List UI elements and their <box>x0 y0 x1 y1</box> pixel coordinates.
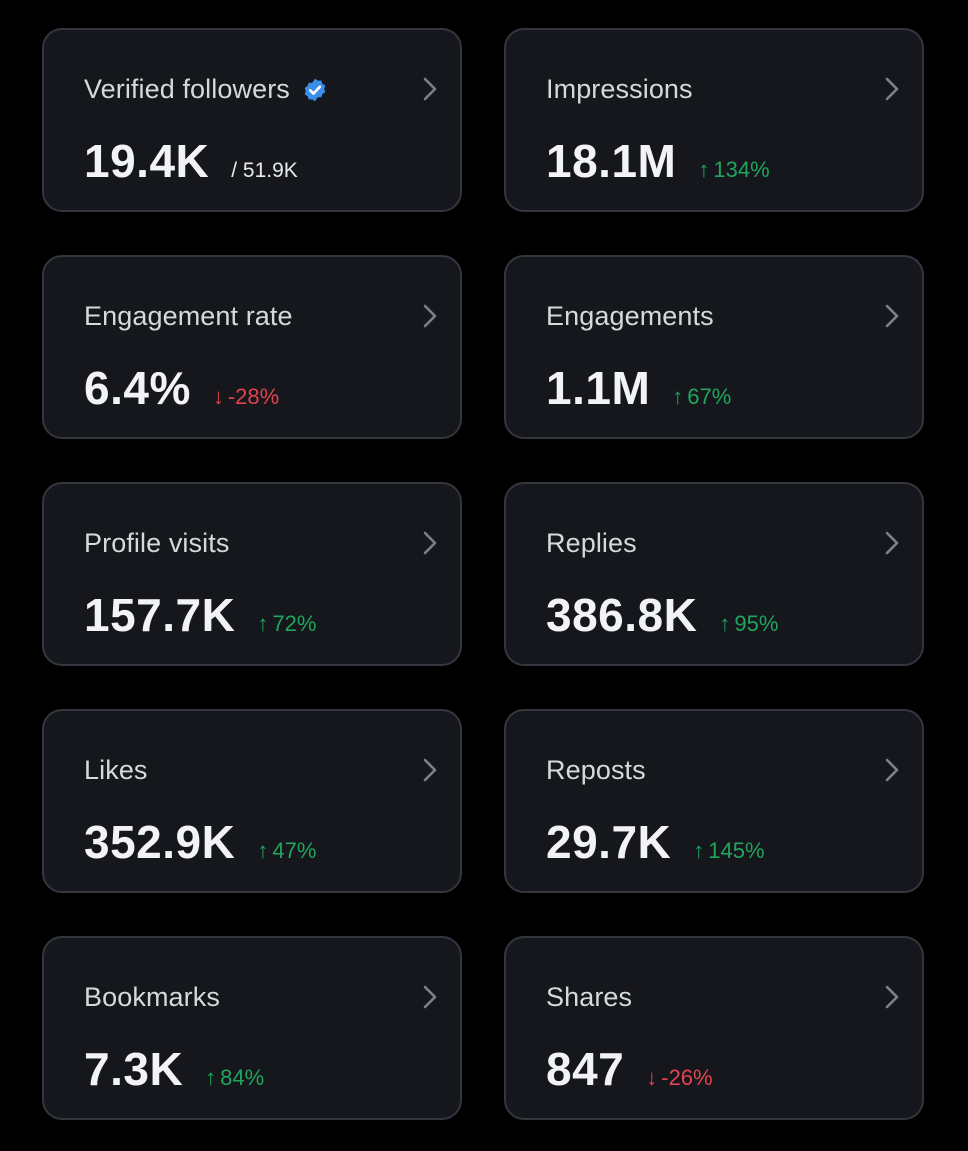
metric-label-row: Reposts <box>546 753 646 787</box>
metric-value: 7.3K <box>84 1043 184 1095</box>
metric-change: ↑ 145% <box>693 838 764 864</box>
chevron-right-icon <box>885 758 899 782</box>
verified-badge-icon <box>304 78 326 102</box>
metric-change-value: 95% <box>734 611 779 636</box>
metric-value-row: 352.9K ↑ 47% <box>84 815 316 869</box>
metric-change: ↑ 134% <box>698 157 769 183</box>
metric-value-row: 7.3K ↑ 84% <box>84 1042 264 1096</box>
metric-value: 6.4% <box>84 362 191 414</box>
arrow-up-icon: ↑ <box>257 611 269 636</box>
metric-label-row: Shares <box>546 980 632 1014</box>
arrow-up-icon: ↑ <box>698 157 710 182</box>
metric-value: 19.4K <box>84 135 210 187</box>
metric-change: ↓ -26% <box>646 1065 712 1091</box>
metric-label-row: Verified followers <box>84 72 328 106</box>
metric-value-row: 19.4K / 51.9K <box>84 134 298 188</box>
metric-change-value: 72% <box>272 611 317 636</box>
chevron-right-icon <box>885 985 899 1009</box>
metric-value-row: 157.7K ↑ 72% <box>84 588 316 642</box>
metric-card-profile-visits[interactable]: Profile visits 157.7K ↑ 72% <box>42 482 462 666</box>
metric-value: 386.8K <box>546 589 698 641</box>
metric-label: Engagement rate <box>84 300 293 331</box>
metric-value: 352.9K <box>84 816 236 868</box>
metric-value: 847 <box>546 1043 625 1095</box>
metric-change-value: 84% <box>220 1065 265 1090</box>
metric-value-row: 847 ↓ -26% <box>546 1042 713 1096</box>
arrow-up-icon: ↑ <box>257 838 269 863</box>
metric-label-row: Engagements <box>546 299 714 333</box>
arrow-down-icon: ↓ <box>212 384 224 409</box>
arrow-up-icon: ↑ <box>672 384 684 409</box>
metric-card-shares[interactable]: Shares 847 ↓ -26% <box>504 936 924 1120</box>
chevron-right-icon <box>423 758 437 782</box>
metric-value-row: 1.1M ↑ 67% <box>546 361 731 415</box>
metric-label: Replies <box>546 527 637 558</box>
metric-label-row: Bookmarks <box>84 980 220 1014</box>
metric-label: Bookmarks <box>84 981 220 1012</box>
metric-label-row: Replies <box>546 526 637 560</box>
metric-label: Likes <box>84 754 148 785</box>
metric-change-value: 145% <box>708 838 765 863</box>
metric-value: 1.1M <box>546 362 651 414</box>
metric-change-value: -28% <box>227 384 280 409</box>
metric-label-row: Profile visits <box>84 526 229 560</box>
metric-change-value: 134% <box>713 157 770 182</box>
metric-value: 18.1M <box>546 135 677 187</box>
chevron-right-icon <box>885 304 899 328</box>
metric-label: Engagements <box>546 300 714 331</box>
metric-card-engagement-rate[interactable]: Engagement rate 6.4% ↓ -28% <box>42 255 462 439</box>
chevron-right-icon <box>423 304 437 328</box>
metric-change: ↓ -28% <box>213 384 279 410</box>
metric-label-row: Likes <box>84 753 148 787</box>
metric-change: ↑ 67% <box>672 384 731 410</box>
chevron-right-icon <box>423 77 437 101</box>
metric-value: 157.7K <box>84 589 236 641</box>
arrow-up-icon: ↑ <box>719 611 731 636</box>
metric-total: / 51.9K <box>231 159 298 182</box>
metric-value-row: 6.4% ↓ -28% <box>84 361 279 415</box>
metric-value: 29.7K <box>546 816 672 868</box>
arrow-up-icon: ↑ <box>693 838 705 863</box>
metric-change: ↑ 84% <box>205 1065 264 1091</box>
metric-value-row: 18.1M ↑ 134% <box>546 134 770 188</box>
metric-card-bookmarks[interactable]: Bookmarks 7.3K ↑ 84% <box>42 936 462 1120</box>
metric-change-value: 67% <box>687 384 732 409</box>
metric-change: ↑ 72% <box>257 611 316 637</box>
metric-change-value: -26% <box>661 1065 713 1090</box>
metric-change-value: 47% <box>272 838 317 863</box>
metric-card-replies[interactable]: Replies 386.8K ↑ 95% <box>504 482 924 666</box>
metric-change: ↑ 95% <box>719 611 778 637</box>
metric-label: Impressions <box>546 73 693 104</box>
arrow-up-icon: ↑ <box>205 1065 217 1090</box>
chevron-right-icon <box>423 985 437 1009</box>
chevron-right-icon <box>423 531 437 555</box>
metric-card-impressions[interactable]: Impressions 18.1M ↑ 134% <box>504 28 924 212</box>
metric-label: Profile visits <box>84 527 230 558</box>
metric-card-engagements[interactable]: Engagements 1.1M ↑ 67% <box>504 255 924 439</box>
metric-label: Reposts <box>546 754 646 785</box>
metric-change: ↑ 47% <box>257 838 316 864</box>
metric-card-reposts[interactable]: Reposts 29.7K ↑ 145% <box>504 709 924 893</box>
metric-value-row: 29.7K ↑ 145% <box>546 815 765 869</box>
metric-label-row: Engagement rate <box>84 299 293 333</box>
metric-label-row: Impressions <box>546 72 693 106</box>
chevron-right-icon <box>885 77 899 101</box>
metric-value-row: 386.8K ↑ 95% <box>546 588 778 642</box>
metric-card-verified-followers[interactable]: Verified followers 19.4K / 51.9K <box>42 28 462 212</box>
arrow-down-icon: ↓ <box>646 1065 658 1090</box>
chevron-right-icon <box>885 531 899 555</box>
metric-label: Verified followers <box>84 73 290 104</box>
metric-label: Shares <box>546 981 633 1012</box>
metric-card-likes[interactable]: Likes 352.9K ↑ 47% <box>42 709 462 893</box>
